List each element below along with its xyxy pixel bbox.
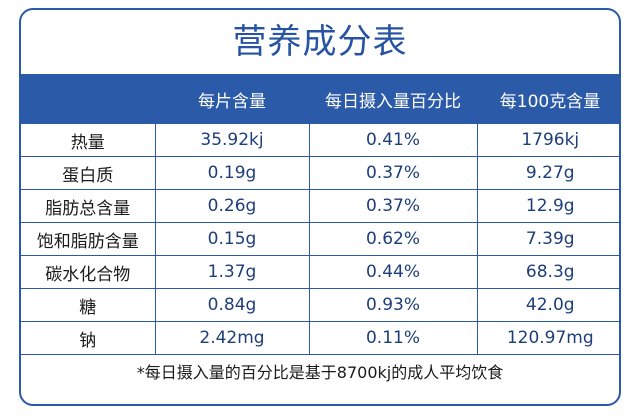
nutrient-name: 饱和脂肪含量	[21, 222, 156, 256]
per-slice-value: 0.15g	[155, 222, 310, 256]
nutrient-name: 碳水化合物	[21, 255, 156, 289]
daily-percent-value: 0.44%	[309, 255, 478, 289]
nutrient-name: 糖	[21, 288, 156, 322]
header-row: 每片含量 每日摄入量百分比 每100克含量	[21, 74, 619, 124]
header-per-slice: 每片含量	[155, 74, 309, 124]
per-100g-value: 12.9g	[477, 189, 619, 223]
nutrient-name: 热量	[21, 124, 156, 157]
daily-percent-value: 0.37%	[309, 189, 478, 223]
daily-percent-value: 0.41%	[309, 124, 478, 157]
table-header: 每片含量 每日摄入量百分比 每100克含量	[21, 74, 619, 124]
nutrient-name: 钠	[21, 321, 156, 355]
per-slice-value: 35.92kj	[155, 124, 310, 157]
table-body: 热量 35.92kj 0.41% 1796kj 蛋白质 0.19g 0.37% …	[21, 124, 619, 355]
table-row: 糖 0.84g 0.93% 42.0g	[21, 288, 619, 322]
per-slice-value: 0.84g	[155, 288, 310, 322]
table-row: 热量 35.92kj 0.41% 1796kj	[21, 124, 619, 157]
per-100g-value: 1796kj	[477, 124, 619, 157]
header-per-100g: 每100克含量	[477, 74, 619, 124]
table-row: 脂肪总含量 0.26g 0.37% 12.9g	[21, 189, 619, 223]
per-slice-value: 0.19g	[155, 156, 310, 190]
table-row: 钠 2.42mg 0.11% 120.97mg	[21, 321, 619, 355]
footnote: *每日摄入量的百分比是基于8700kj的成人平均饮食	[136, 363, 504, 382]
per-100g-value: 68.3g	[477, 255, 619, 289]
header-daily-percent: 每日摄入量百分比	[309, 74, 477, 124]
table-row: 蛋白质 0.19g 0.37% 9.27g	[21, 156, 619, 190]
table-row: 碳水化合物 1.37g 0.44% 68.3g	[21, 255, 619, 289]
nutrient-name: 蛋白质	[21, 156, 156, 190]
header-item	[21, 74, 155, 124]
nutrition-table: 每片含量 每日摄入量百分比 每100克含量 热量 35.92kj 0.41% 1…	[21, 74, 619, 355]
per-100g-value: 9.27g	[477, 156, 619, 190]
per-100g-value: 120.97mg	[477, 321, 619, 355]
per-100g-value: 7.39g	[477, 222, 619, 256]
daily-percent-value: 0.37%	[309, 156, 478, 190]
nutrition-panel: 营养成分表 每片含量 每日摄入量百分比 每100克含量 热量 35.92kj 0…	[19, 8, 621, 406]
per-slice-value: 1.37g	[155, 255, 310, 289]
daily-percent-value: 0.62%	[309, 222, 478, 256]
daily-percent-value: 0.93%	[309, 288, 478, 322]
nutrient-name: 脂肪总含量	[21, 189, 156, 223]
per-100g-value: 42.0g	[477, 288, 619, 322]
daily-percent-value: 0.11%	[309, 321, 478, 355]
per-slice-value: 0.26g	[155, 189, 310, 223]
per-slice-value: 2.42mg	[155, 321, 310, 355]
table-row: 饱和脂肪含量 0.15g 0.62% 7.39g	[21, 222, 619, 256]
page-title: 营养成分表	[232, 22, 408, 62]
